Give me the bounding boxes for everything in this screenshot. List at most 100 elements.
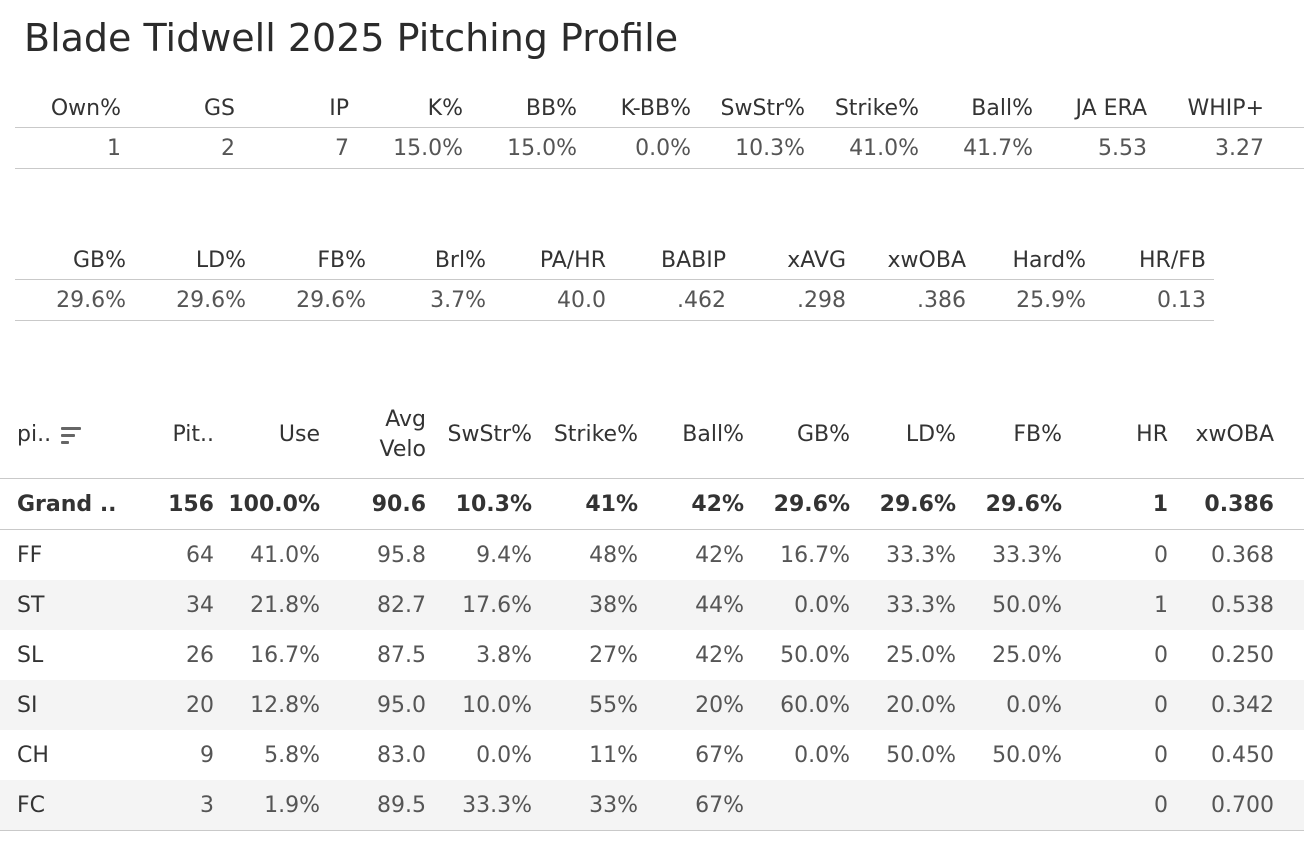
cell-ld: 50.0% <box>886 742 956 768</box>
grand-total-row[interactable]: Grand .. 156 100.0% 90.6 10.3% 41% 42% 29.6% 29.… <box>0 479 1304 530</box>
cell-hr: 0 <box>1154 642 1168 668</box>
summary-2-value-xwoba: .386 <box>917 287 966 313</box>
summary-1-header-ja-era[interactable]: JA ERA <box>1075 95 1148 121</box>
pitch-header-velo[interactable]: Avg Velo <box>320 392 426 479</box>
cell-swstr: 10.0% <box>426 680 532 730</box>
cell-xwoba: 0.700 <box>1168 780 1274 831</box>
cell-use: 100.0% <box>228 491 320 517</box>
pitch-header-pitch[interactable]: pi.. <box>0 392 134 479</box>
cell-count: 20 <box>134 680 214 730</box>
cell-swstr: 10.3% <box>455 491 532 517</box>
summary-1-header-k[interactable]: K% <box>427 95 463 121</box>
summary-1-header-strike[interactable]: Strike% <box>834 95 919 121</box>
cell-swstr: 3.8% <box>476 642 532 668</box>
table-row[interactable]: FF 64 41.0% 95.8 9.4% 48% 42% 16.7% 33.3% 33.3% 0 0… <box>0 530 1304 581</box>
summary-1-header-bb[interactable]: BB% <box>525 95 577 121</box>
pitch-header-strike[interactable]: Strike% <box>553 422 638 447</box>
summary-2-header-xavg[interactable]: xAVG <box>787 247 846 273</box>
summary-2-header-babip[interactable]: BABIP <box>661 247 726 273</box>
table-row[interactable]: FC 3 1.9% 89.5 33.3% 33% 67% 0 0.700 <box>0 780 1304 831</box>
pitch-header-count[interactable]: Pit.. <box>172 422 214 447</box>
pitch-header-ld[interactable]: LD% <box>905 422 956 447</box>
cell-gb: 50.0% <box>780 642 850 668</box>
table-row[interactable]: SL 26 16.7% 87.5 3.8% 27% 42% 50.0% 25.0% 25.0% 0 0… <box>0 630 1304 680</box>
summary-2-value-xavg: .298 <box>797 287 846 313</box>
cell-velo: 82.7 <box>320 580 426 630</box>
cell-strike: 38% <box>532 580 638 630</box>
cell-strike: 27% <box>589 642 638 668</box>
cell-use: 41.0% <box>250 542 320 568</box>
cell-count: 26 <box>186 642 214 668</box>
cell-gb: 0.0% <box>744 580 850 630</box>
cell-use: 1.9% <box>214 780 320 831</box>
pitch-header-hr[interactable]: HR <box>1136 422 1168 447</box>
cell-pitch: ST <box>0 580 134 630</box>
cell-strike: 11% <box>589 742 638 768</box>
pitch-header-gb[interactable]: GB% <box>796 422 850 447</box>
cell-ld: 33.3% <box>886 542 956 568</box>
summary-2-header-hard[interactable]: Hard% <box>1012 247 1086 273</box>
cell-swstr: 9.4% <box>476 542 532 568</box>
summary-1-value-bb: 15.0% <box>507 135 577 161</box>
summary-1-value-gs: 2 <box>221 135 235 161</box>
cell-pitch: Grand .. <box>17 491 117 517</box>
summary-1-header-gs[interactable]: GS <box>203 95 235 121</box>
summary-2-header-hr-fb[interactable]: HR/FB <box>1139 247 1206 273</box>
pitch-header-xwoba[interactable]: xwOBA <box>1195 422 1274 447</box>
cell-ld <box>850 780 956 831</box>
pitch-header-swstr[interactable]: SwStr% <box>447 422 533 447</box>
cell-ball: 44% <box>638 580 744 630</box>
summary-1-header-swstr[interactable]: SwStr% <box>720 95 806 121</box>
summary-1-header-own[interactable]: Own% <box>50 95 121 121</box>
pitch-header-ball[interactable]: Ball% <box>682 422 744 447</box>
summary-2-header-pa-hr[interactable]: PA/HR <box>539 247 606 273</box>
cell-ld: 25.0% <box>886 642 956 668</box>
summary-1-value-own: 1 <box>107 135 121 161</box>
cell-strike: 41% <box>585 491 638 517</box>
summary-2-value-hr-fb: 0.13 <box>1157 287 1206 313</box>
cell-ball: 20% <box>638 680 744 730</box>
cell-xwoba: 0.250 <box>1211 642 1274 668</box>
cell-fb <box>956 780 1062 831</box>
summary-1-header-kbb[interactable]: K-BB% <box>620 95 691 121</box>
summary-table-1: Own% GS IP K% BB% K-BB% SwStr% Strike% B… <box>15 89 1304 169</box>
summary-1-value-kbb: 0.0% <box>635 135 691 161</box>
cell-swstr: 0.0% <box>476 742 532 768</box>
cell-fb: 25.0% <box>992 642 1062 668</box>
summary-1-header-whip[interactable]: WHIP+ <box>1187 95 1264 121</box>
sort-descending-icon[interactable] <box>61 425 83 445</box>
cell-ld: 20.0% <box>850 680 956 730</box>
cell-fb: 29.6% <box>985 491 1062 517</box>
cell-hr: 1 <box>1152 491 1168 517</box>
summary-1-value-row: 1 2 7 15.0% 15.0% 0.0% 10.3% 41.0% 41.7%… <box>15 128 1304 169</box>
summary-2-header-xwoba[interactable]: xwOBA <box>887 247 966 273</box>
summary-2-header-fb[interactable]: FB% <box>317 247 366 273</box>
cell-hr: 0 <box>1154 742 1168 768</box>
table-row[interactable]: ST 34 21.8% 82.7 17.6% 38% 44% 0.0% 33.3% 50.0% 1 0… <box>0 580 1304 630</box>
cell-pitch: CH <box>17 742 49 768</box>
cell-velo: 89.5 <box>320 780 426 831</box>
table-row[interactable]: SI 20 12.8% 95.0 10.0% 55% 20% 60.0% 20.0% 0.0% 0 0… <box>0 680 1304 730</box>
summary-2-value-fb: 29.6% <box>296 287 366 313</box>
cell-hr: 1 <box>1062 580 1168 630</box>
summary-2-header-gb[interactable]: GB% <box>72 247 126 273</box>
summary-1-value-ja-era: 5.53 <box>1098 135 1147 161</box>
summary-2-value-gb: 29.6% <box>56 287 126 313</box>
cell-velo: 95.0 <box>320 680 426 730</box>
pitch-header-use[interactable]: Use <box>278 422 320 447</box>
summary-1-value-k: 15.0% <box>393 135 463 161</box>
pitch-header-fb[interactable]: FB% <box>1013 422 1062 447</box>
summary-2-value-hard: 25.9% <box>1016 287 1086 313</box>
cell-hr: 0 <box>1062 780 1168 831</box>
pitch-header-velo-line-2: Velo <box>379 437 426 462</box>
summary-2-header-brl[interactable]: Brl% <box>434 247 486 273</box>
summary-2-header-ld[interactable]: LD% <box>195 247 246 273</box>
cell-count: 64 <box>186 542 214 568</box>
summary-1-header-ball[interactable]: Ball% <box>971 95 1033 121</box>
summary-1-value-whip: 3.27 <box>1215 135 1264 161</box>
cell-ld: 29.6% <box>879 491 956 517</box>
table-row[interactable]: CH 9 5.8% 83.0 0.0% 11% 67% 0.0% 50.0% 50.0% 0 0.45… <box>0 730 1304 780</box>
summary-1-header-ip[interactable]: IP <box>329 95 349 121</box>
cell-count: 3 <box>134 780 214 831</box>
cell-ball: 42% <box>695 642 744 668</box>
